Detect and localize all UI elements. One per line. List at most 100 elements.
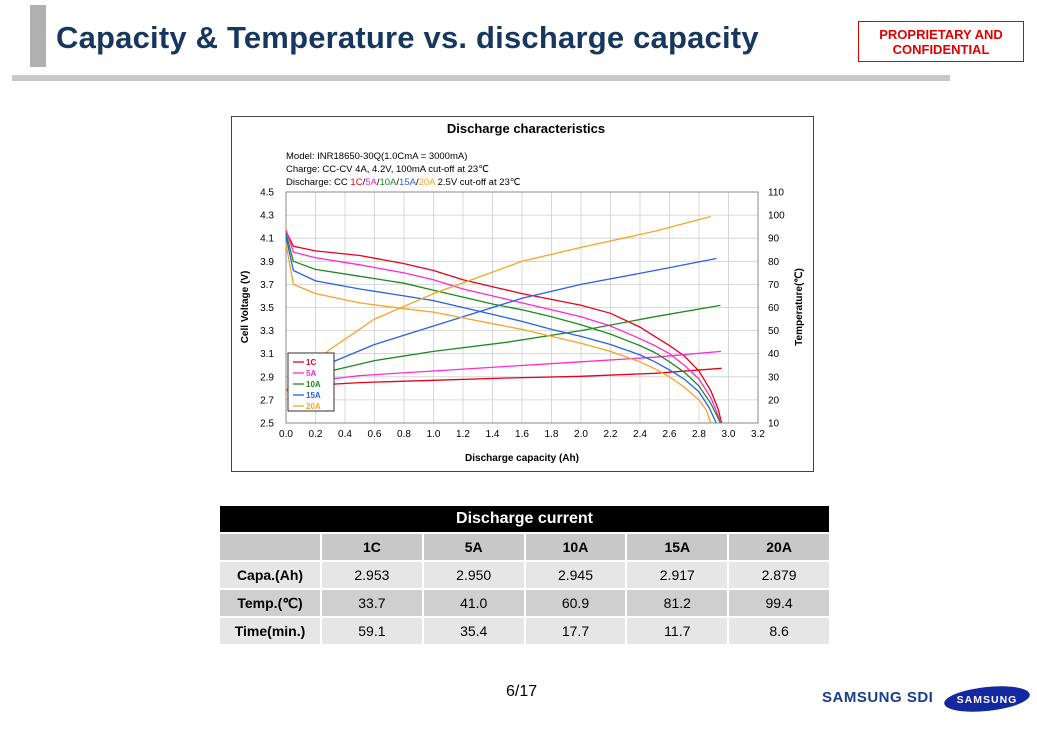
x-tick-label: 1.2 [456, 429, 470, 440]
discharge-rate-15a: 15A [399, 177, 417, 188]
voltage-line-1c [285, 231, 723, 424]
discharge-rate-5a: 5A [365, 177, 377, 188]
x-tick-label: 1.4 [486, 429, 500, 440]
title-divider [12, 75, 950, 81]
page-number: 6/17 [506, 683, 538, 700]
table-corner [218, 532, 322, 562]
x-tick-label: 1.8 [545, 429, 559, 440]
axis-ticks: 0.0 0.2 0.4 0.6 0.8 1.0 1.2 1.4 1.6 1.8 2.0 2.2 2.4 2… [260, 188, 785, 441]
chart-annotation-charge: Charge: CC-CV 4A, 4.2V, 100mA cut-off at… [286, 164, 489, 175]
legend-label: 20A [306, 402, 321, 411]
y2-tick-label: 10 [768, 419, 780, 430]
cell: 2.917 [625, 560, 730, 590]
discharge-prefix: Discharge: CC [286, 177, 350, 188]
x-tick-label: 0.2 [309, 429, 323, 440]
y2-tick-label: 90 [768, 234, 780, 245]
series-lines [285, 215, 723, 424]
col-header-1c: 1C [320, 532, 424, 562]
cell: 33.7 [320, 588, 424, 618]
cell: 2.950 [421, 560, 526, 590]
cell: 17.7 [523, 616, 628, 646]
x-tick-label: 3.0 [722, 429, 736, 440]
y-tick-label: 4.3 [260, 211, 274, 222]
temperature-line-5a [285, 350, 722, 392]
x-tick-label: 0.6 [368, 429, 382, 440]
legend-label: 5A [306, 369, 316, 378]
temperature-line-1c [285, 367, 722, 392]
table-row: Capa.(Ah) 2.953 2.950 2.945 2.917 2.879 [218, 560, 831, 590]
samsung-logo: SAMSUNG [944, 686, 1030, 712]
legend: 1C 5A 10A 15A 20A [287, 352, 335, 412]
cell: 2.953 [320, 560, 424, 590]
x-axis-label: Discharge capacity (Ah) [465, 453, 579, 464]
cell: 8.6 [727, 616, 831, 646]
legend-label: 1C [306, 358, 316, 367]
y2-tick-label: 70 [768, 280, 780, 291]
confidential-stamp: PROPRIETARY AND CONFIDENTIAL [858, 21, 1024, 62]
discharge-table: Discharge current 1C 5A 10A 15A 20A Capa… [218, 504, 831, 646]
voltage-line-20a [285, 243, 712, 424]
x-tick-label: 0.4 [338, 429, 352, 440]
x-tick-label: 1.0 [427, 429, 441, 440]
y2-tick-label: 110 [768, 188, 784, 199]
y-tick-label: 3.7 [260, 280, 274, 291]
chart-annotation-discharge: Discharge: CC 1C/5A/10A/15A/20A 2.5V cut… [286, 177, 521, 188]
voltage-line-10a [285, 233, 721, 424]
voltage-line-15a [285, 236, 717, 424]
x-tick-label: 1.6 [515, 429, 529, 440]
cell: 11.7 [625, 616, 730, 646]
y-tick-label: 2.5 [260, 419, 274, 430]
cell: 59.1 [320, 616, 424, 646]
x-tick-label: 0.8 [397, 429, 411, 440]
y-tick-label: 3.9 [260, 257, 274, 268]
discharge-chart: Discharge characteristics Model: INR1865… [240, 121, 805, 464]
row-label-temperature: Temp.(℃) [218, 588, 322, 618]
legend-box [287, 352, 335, 412]
y2-tick-label: 40 [768, 349, 780, 360]
x-tick-label: 2.4 [633, 429, 647, 440]
y-tick-label: 4.5 [260, 188, 274, 199]
x-tick-label: 2.8 [692, 429, 706, 440]
row-label-capacity: Capa.(Ah) [218, 560, 322, 590]
y2-tick-label: 100 [768, 211, 785, 222]
cell: 60.9 [523, 588, 628, 618]
y-tick-label: 2.7 [260, 395, 274, 406]
discharge-rate-10a: 10A [379, 177, 397, 188]
title-accent-bar [30, 5, 46, 67]
plot-area-border [285, 191, 759, 424]
y-tick-label: 3.1 [260, 349, 274, 360]
chart-title: Discharge characteristics [447, 121, 605, 136]
logo-text: SAMSUNG [957, 694, 1018, 706]
confidential-line-2: CONFIDENTIAL [892, 42, 990, 57]
temperature-line-15a [285, 257, 717, 392]
legend-label: 15A [306, 391, 321, 400]
col-header-5a: 5A [421, 532, 526, 562]
x-tick-label: 2.6 [663, 429, 677, 440]
y2-axis-label: Temperature(℃) [794, 268, 805, 346]
discharge-rate-20a: 20A [419, 177, 437, 188]
cell: 35.4 [421, 616, 526, 646]
y-tick-label: 4.1 [260, 234, 274, 245]
brand-name: SAMSUNG SDI [822, 689, 934, 706]
x-tick-label: 2.0 [574, 429, 588, 440]
y2-tick-label: 80 [768, 257, 780, 268]
legend-label: 10A [306, 380, 321, 389]
grid [285, 191, 759, 424]
y-tick-label: 2.9 [260, 372, 274, 383]
y2-tick-label: 20 [768, 395, 780, 406]
x-tick-label: 2.2 [604, 429, 618, 440]
cell: 2.879 [727, 560, 831, 590]
discharge-suffix: 2.5V cut-off at 23℃ [435, 177, 521, 188]
table-title: Discharge current [218, 504, 831, 534]
col-header-20a: 20A [727, 532, 831, 562]
cell: 41.0 [421, 588, 526, 618]
voltage-line-5a [285, 229, 722, 424]
x-tick-label: 0.0 [279, 429, 293, 440]
col-header-10a: 10A [523, 532, 628, 562]
cell: 2.945 [523, 560, 628, 590]
y-axis-label: Cell Voltage (V) [240, 271, 251, 344]
table-row: Temp.(℃) 33.7 41.0 60.9 81.2 99.4 [218, 588, 831, 618]
confidential-line-1: PROPRIETARY AND [879, 27, 1003, 42]
page-title: Capacity & Temperature vs. discharge cap… [56, 20, 759, 55]
y-tick-label: 3.3 [260, 326, 274, 337]
